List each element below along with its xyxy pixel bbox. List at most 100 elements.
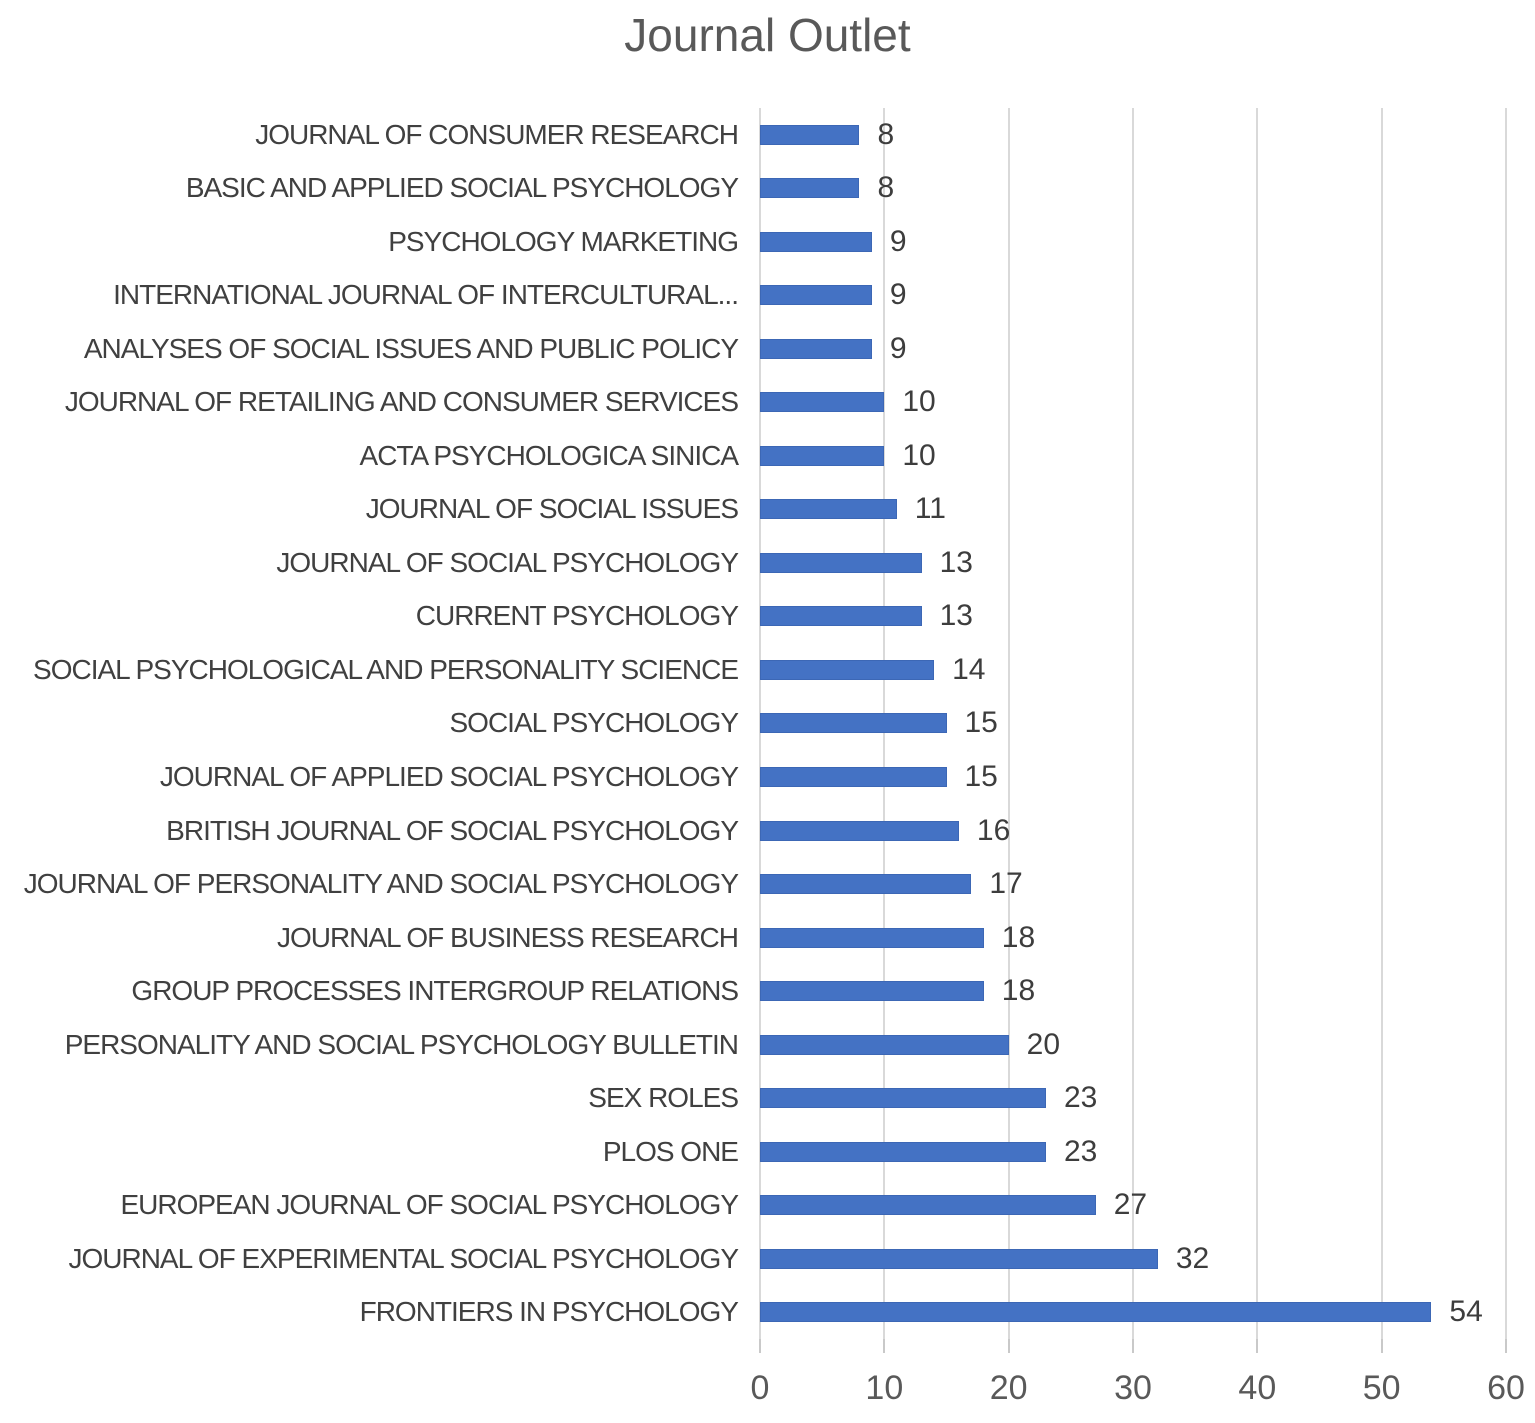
value-label: 9	[889, 331, 907, 365]
bar-row: 27	[760, 1178, 1506, 1232]
bar-row: 9	[760, 215, 1506, 269]
bar	[760, 1195, 1096, 1216]
value-label: 20	[1026, 1027, 1061, 1061]
bar-row: 10	[760, 429, 1506, 483]
bar	[760, 552, 922, 573]
bar-row: 23	[760, 1125, 1506, 1179]
bar	[760, 820, 959, 841]
x-axis-tick-label: 0	[750, 1369, 770, 1407]
value-label: 13	[939, 545, 973, 579]
category-label: JOURNAL OF APPLIED SOCIAL PSYCHOLOGY	[159, 761, 739, 792]
bar-row: 18	[760, 911, 1506, 965]
bar	[760, 124, 860, 145]
x-axis-tick-label: 30	[1114, 1369, 1152, 1407]
bar-row: 15	[760, 750, 1506, 804]
value-label: 9	[889, 278, 907, 312]
bar	[760, 178, 860, 199]
category-label: CURRENT PSYCHOLOGY	[415, 600, 739, 632]
category-label: BASIC AND APPLIED SOCIAL PSYCHOLOGY	[185, 172, 739, 204]
category-label: GROUP PROCESSES INTERGROUP RELATIONS	[131, 975, 739, 1007]
bar	[760, 1302, 1432, 1323]
category-label: PSYCHOLOGY MARKETING	[388, 225, 739, 257]
category-label: ACTA PSYCHOLOGICA SINICA	[359, 439, 739, 471]
bar-row: 13	[760, 536, 1506, 590]
category-label: SEX ROLES	[588, 1082, 739, 1114]
bar-row: 9	[760, 269, 1506, 323]
bar-row: 54	[760, 1285, 1506, 1339]
bar-row: 15	[760, 697, 1506, 751]
bar-row: 14	[760, 643, 1506, 697]
category-label: JOURNAL OF PERSONALITY AND SOCIAL PSYCHO…	[23, 868, 739, 900]
bar	[760, 981, 984, 1002]
x-axis-tick	[1132, 1339, 1134, 1353]
bar	[760, 927, 984, 948]
bar-row: 16	[760, 804, 1506, 858]
value-label: 15	[964, 706, 998, 740]
x-axis: 0 10 20 30 40 50 60	[751, 1339, 1525, 1423]
gridline	[1132, 108, 1134, 1339]
x-axis-tick	[1256, 1339, 1259, 1353]
value-label: 15	[964, 760, 998, 793]
bar	[760, 1248, 1158, 1269]
value-label: 10	[902, 438, 936, 472]
value-label: 27	[1113, 1188, 1148, 1222]
value-label: 8	[877, 171, 895, 205]
bar	[760, 338, 872, 359]
value-label: 18	[1001, 920, 1036, 954]
category-label: EUROPEAN JOURNAL OF SOCIAL PSYCHOLOGY	[120, 1189, 739, 1221]
category-label: BRITISH JOURNAL OF SOCIAL PSYCHOLOGY	[166, 814, 739, 846]
bar	[760, 767, 947, 787]
bar-row: 17	[760, 857, 1506, 911]
bar	[760, 659, 935, 680]
bar	[760, 1141, 1046, 1162]
chart-title: Journal Outlet	[624, 9, 911, 61]
category-label: PLOS ONE	[602, 1135, 739, 1167]
category-label: JOURNAL OF CONSUMER RESEARCH	[255, 118, 739, 150]
x-axis-tick-label: 40	[1238, 1369, 1277, 1407]
x-axis-tick	[1505, 1339, 1507, 1353]
x-axis-tick	[883, 1339, 886, 1353]
bar-row: 9	[760, 322, 1506, 376]
value-label: 23	[1063, 1081, 1098, 1115]
value-label: 14	[952, 652, 986, 686]
value-label: 9	[889, 224, 907, 258]
bar	[760, 231, 872, 252]
bar-row: 20	[760, 1018, 1506, 1072]
value-label: 11	[914, 492, 946, 526]
bar	[760, 392, 885, 413]
bar-row: 8	[760, 162, 1506, 216]
x-axis-tick-label: 50	[1362, 1369, 1401, 1407]
bar-row: 10	[760, 376, 1506, 430]
bar	[760, 499, 897, 520]
category-label: JOURNAL OF BUSINESS RESEARCH	[276, 921, 739, 953]
gridline	[1256, 108, 1259, 1339]
bar	[760, 285, 872, 306]
value-label: 17	[989, 867, 1023, 901]
bar-row: 32	[760, 1232, 1506, 1286]
category-label: JOURNAL OF EXPERIMENTAL SOCIAL PSYCHOLOG…	[68, 1242, 739, 1274]
x-axis-tick-label: 20	[989, 1369, 1028, 1407]
bar	[760, 874, 972, 895]
gridline	[1007, 108, 1010, 1339]
bar	[760, 606, 922, 627]
bar	[760, 1034, 1009, 1055]
gridline	[1380, 108, 1383, 1339]
value-label: 13	[939, 599, 973, 633]
category-label: JOURNAL OF SOCIAL PSYCHOLOGY	[276, 546, 739, 578]
value-label: 16	[976, 813, 1011, 847]
value-label: 10	[902, 385, 936, 419]
category-label: FRONTIERS IN PSYCHOLOGY	[359, 1296, 739, 1328]
value-label: 23	[1063, 1134, 1098, 1168]
x-axis-tick-label: 60	[1487, 1369, 1525, 1407]
category-label: SOCIAL PSYCHOLOGY	[449, 707, 740, 739]
x-axis-tick	[759, 1339, 761, 1353]
bar	[760, 713, 947, 734]
category-label: SOCIAL PSYCHOLOGICAL AND PERSONALITY SCI…	[33, 653, 739, 685]
bar-row: 8	[760, 108, 1506, 162]
plot-area: 8 8 9 9 9 10 10 11 13 13 14 15 15 16 17 18 18 20 23 23 27 32 5…	[759, 108, 1507, 1339]
x-axis-tick	[1007, 1339, 1010, 1353]
bar	[760, 445, 885, 466]
value-label: 8	[877, 117, 895, 151]
bar	[760, 1088, 1046, 1109]
x-axis-tick	[1380, 1339, 1383, 1353]
